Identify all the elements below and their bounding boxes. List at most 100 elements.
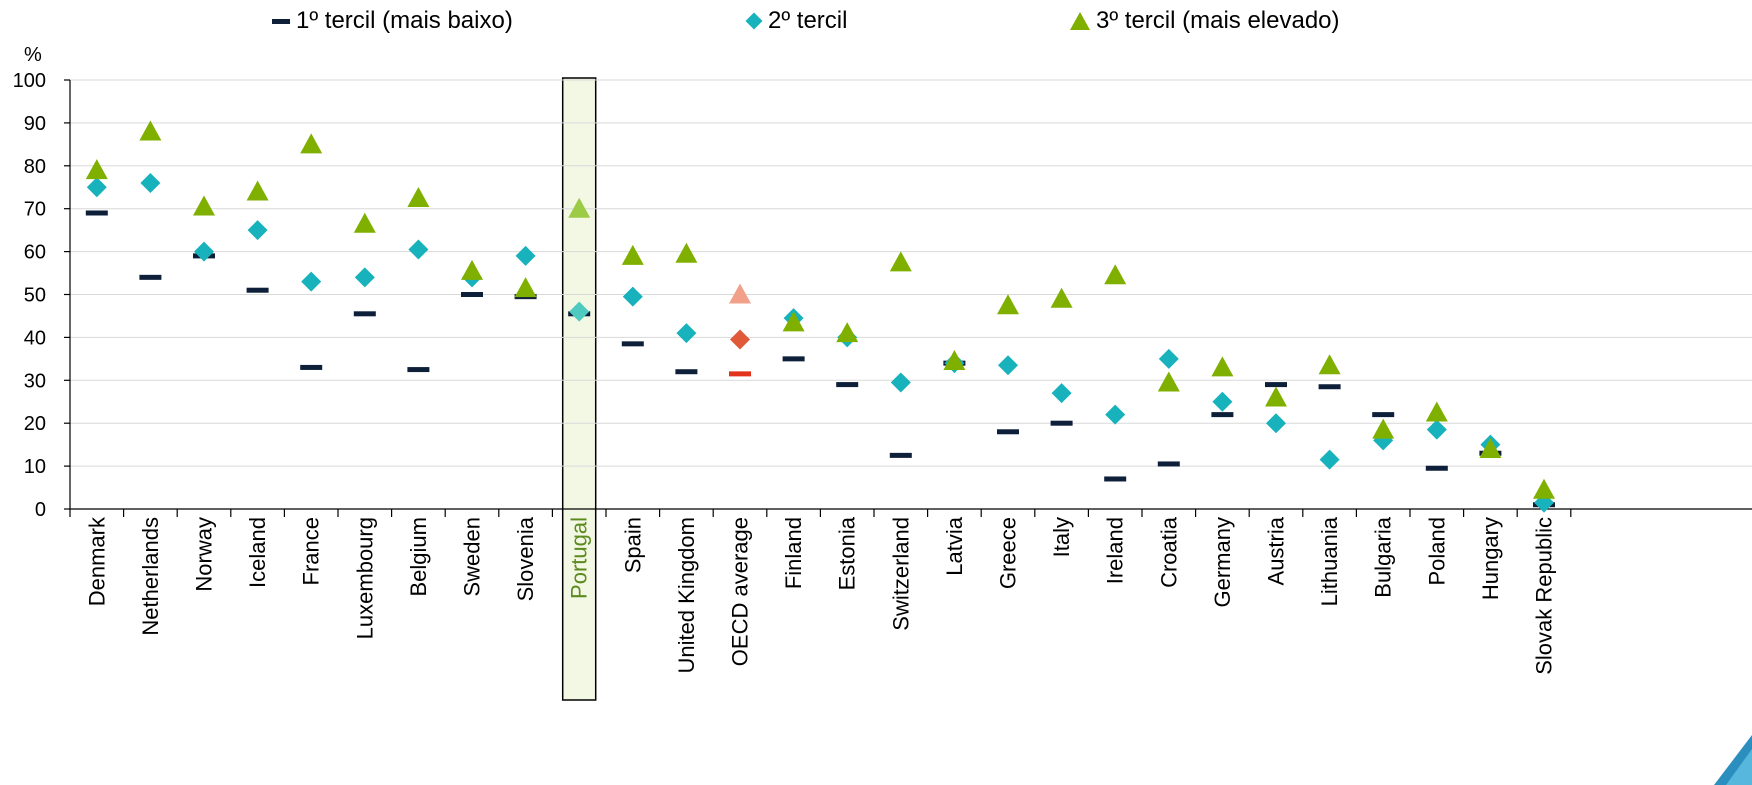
marker-tercile-3 xyxy=(621,244,644,265)
x-category-label: Slovak Republic xyxy=(1532,517,1557,675)
legend-label-2nd-tercile: 2º tercil xyxy=(768,7,848,34)
marker-tercile-3 xyxy=(1425,401,1448,422)
marker-tercile-3 xyxy=(353,212,376,233)
marker-tercile-1 xyxy=(461,292,483,297)
y-tick-label: 70 xyxy=(24,199,46,221)
x-category-label: Hungary xyxy=(1478,517,1503,600)
y-tick-label: 50 xyxy=(24,285,46,307)
marker-tercile-3 xyxy=(943,349,966,370)
y-tick-label: 80 xyxy=(24,156,46,178)
marker-tercile-1 xyxy=(675,369,698,375)
marker-tercile-3 xyxy=(1211,356,1234,377)
marker-tercile-1 xyxy=(621,341,644,347)
x-category-label: Germany xyxy=(1210,517,1235,607)
marker-tercile-1 xyxy=(1425,465,1448,471)
x-category-label: France xyxy=(299,517,324,585)
marker-tercile-2 xyxy=(354,267,375,288)
marker-tercile-2 xyxy=(140,172,161,193)
y-tick-label: 0 xyxy=(35,499,46,521)
x-category-label: Latvia xyxy=(942,516,967,575)
marker-tercile-2 xyxy=(1426,419,1447,440)
legend-item-3rd-tercile: 3º tercil (mais elevado) xyxy=(1070,6,1340,36)
marker-tercile-3 xyxy=(1372,418,1395,439)
marker-tercile-1 xyxy=(1050,420,1073,426)
marker-tercile-1 xyxy=(729,371,751,377)
legend-item-1st-tercile: 1º tercil (mais baixo) xyxy=(272,6,513,36)
legend-triangle-marker xyxy=(1070,12,1090,30)
y-tick-label: 90 xyxy=(24,113,46,135)
x-category-label: Finland xyxy=(781,517,806,589)
x-category-label: Norway xyxy=(192,517,217,592)
marker-tercile-3 xyxy=(1479,437,1502,458)
x-category-label: Ireland xyxy=(1103,517,1128,584)
marker-tercile-1 xyxy=(1372,412,1395,418)
x-category-label: Iceland xyxy=(245,517,270,588)
marker-tercile-2 xyxy=(408,239,429,260)
marker-tercile-2 xyxy=(1212,391,1233,412)
marker-tercile-3 xyxy=(568,197,591,218)
x-category-label: Luxembourg xyxy=(352,517,377,639)
marker-tercile-3 xyxy=(1318,354,1341,375)
marker-tercile-3 xyxy=(300,133,323,154)
marker-tercile-1 xyxy=(1157,461,1180,467)
marker-tercile-2 xyxy=(515,245,536,266)
marker-tercile-3 xyxy=(729,283,751,304)
y-axis-unit-label: % xyxy=(24,44,42,66)
marker-tercile-1 xyxy=(1104,476,1127,482)
marker-tercile-2 xyxy=(569,301,590,322)
y-tick-label: 10 xyxy=(24,456,46,478)
x-category-label: Belgium xyxy=(406,517,431,596)
marker-tercile-3 xyxy=(1104,264,1127,285)
marker-tercile-3 xyxy=(836,322,859,343)
x-category-label: Greece xyxy=(996,517,1021,589)
marker-tercile-1 xyxy=(1265,382,1287,388)
corner-decoration-icon xyxy=(1714,735,1752,785)
marker-tercile-2 xyxy=(1319,449,1340,470)
marker-tercile-1 xyxy=(407,367,430,373)
marker-tercile-2 xyxy=(676,323,697,344)
marker-tercile-2 xyxy=(247,220,268,241)
x-category-label: Spain xyxy=(620,517,645,573)
x-category-label: Estonia xyxy=(835,516,860,590)
marker-tercile-2 xyxy=(301,271,322,292)
marker-tercile-1 xyxy=(1318,384,1341,390)
y-tick-label: 40 xyxy=(24,327,46,349)
x-category-label: Croatia xyxy=(1156,516,1181,588)
marker-tercile-3 xyxy=(407,186,430,207)
marker-tercile-1 xyxy=(300,364,323,370)
x-category-label: Sweden xyxy=(460,517,485,597)
x-category-label: Italy xyxy=(1049,517,1074,557)
marker-tercile-1 xyxy=(85,210,108,216)
marker-tercile-3 xyxy=(85,159,108,180)
marker-tercile-2 xyxy=(1051,383,1072,404)
x-category-label: Netherlands xyxy=(138,517,163,636)
legend-label-1st-tercile: 1º tercil (mais baixo) xyxy=(296,7,513,34)
x-category-label: Portugal xyxy=(567,517,592,599)
marker-tercile-3 xyxy=(889,251,912,272)
x-category-label: Switzerland xyxy=(888,517,913,631)
x-category-label: Lithuania xyxy=(1317,516,1342,606)
marker-tercile-3 xyxy=(675,242,698,263)
marker-tercile-1 xyxy=(836,382,859,388)
marker-tercile-2 xyxy=(622,286,643,307)
marker-tercile-3 xyxy=(1533,478,1555,499)
y-tick-label: 30 xyxy=(24,370,46,392)
legend-item-2nd-tercile: 2º tercil xyxy=(744,6,847,36)
marker-tercile-3 xyxy=(997,294,1019,315)
marker-tercile-3 xyxy=(1157,371,1180,392)
marker-tercile-3 xyxy=(514,277,537,298)
marker-tercile-1 xyxy=(139,274,162,280)
marker-tercile-2 xyxy=(86,177,107,198)
marker-tercile-2 xyxy=(1266,413,1286,434)
y-tick-label: 100 xyxy=(13,70,46,92)
x-category-label: Slovenia xyxy=(513,516,538,601)
marker-tercile-3 xyxy=(193,195,215,216)
marker-tercile-1 xyxy=(353,311,376,317)
marker-tercile-1 xyxy=(889,452,912,458)
marker-tercile-3 xyxy=(1050,287,1073,308)
marker-tercile-2 xyxy=(730,329,750,350)
x-category-label: Poland xyxy=(1424,517,1449,586)
marker-tercile-2 xyxy=(998,355,1018,376)
marker-tercile-1 xyxy=(782,356,805,362)
